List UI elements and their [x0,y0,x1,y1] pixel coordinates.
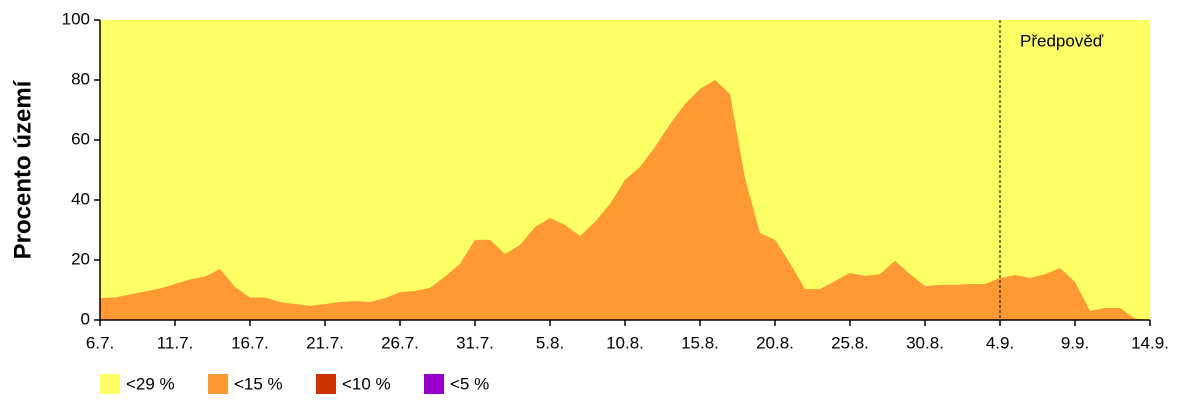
x-tick-label: 11.7. [157,333,194,352]
x-tick-label: 16.7. [231,333,269,352]
legend-label: <5 % [450,374,489,393]
x-tick-label: 31.7. [456,333,494,352]
legend-swatch [208,374,228,394]
x-tick-label: 21.7. [306,333,344,352]
x-tick-label: 30.8. [906,333,944,352]
legend-swatch [100,374,120,394]
x-tick-label: 6.7. [86,333,114,352]
x-tick-label: 4.9. [986,333,1014,352]
x-tick-label: 9.9. [1061,333,1089,352]
x-tick-label: 20.8. [756,333,794,352]
x-tick-label: 10.8. [606,333,644,352]
legend-swatch [316,374,336,394]
y-tick-label: 60 [71,129,90,148]
legend-label: <15 % [234,374,283,393]
y-tick-label: 80 [71,69,90,88]
y-tick-label: 0 [81,309,90,328]
legend-swatch [424,374,444,394]
legend-label: <29 % [126,374,175,393]
annotation: Předpověď [1020,31,1104,50]
x-tick-label: 25.8. [831,333,869,352]
area [100,80,1150,320]
y-tick-label: 100 [62,9,90,28]
x-tick-label: 26.7. [381,333,419,352]
area [100,20,1150,320]
x-tick-label: 14.9. [1131,333,1169,352]
y-tick-label: 40 [71,189,90,208]
y-tick-label: 20 [71,249,90,268]
x-tick-label: 5.8. [536,333,564,352]
y-axis-label: Procento území [9,79,36,259]
x-tick-label: 15.8. [681,333,719,352]
legend-label: <10 % [342,374,391,393]
